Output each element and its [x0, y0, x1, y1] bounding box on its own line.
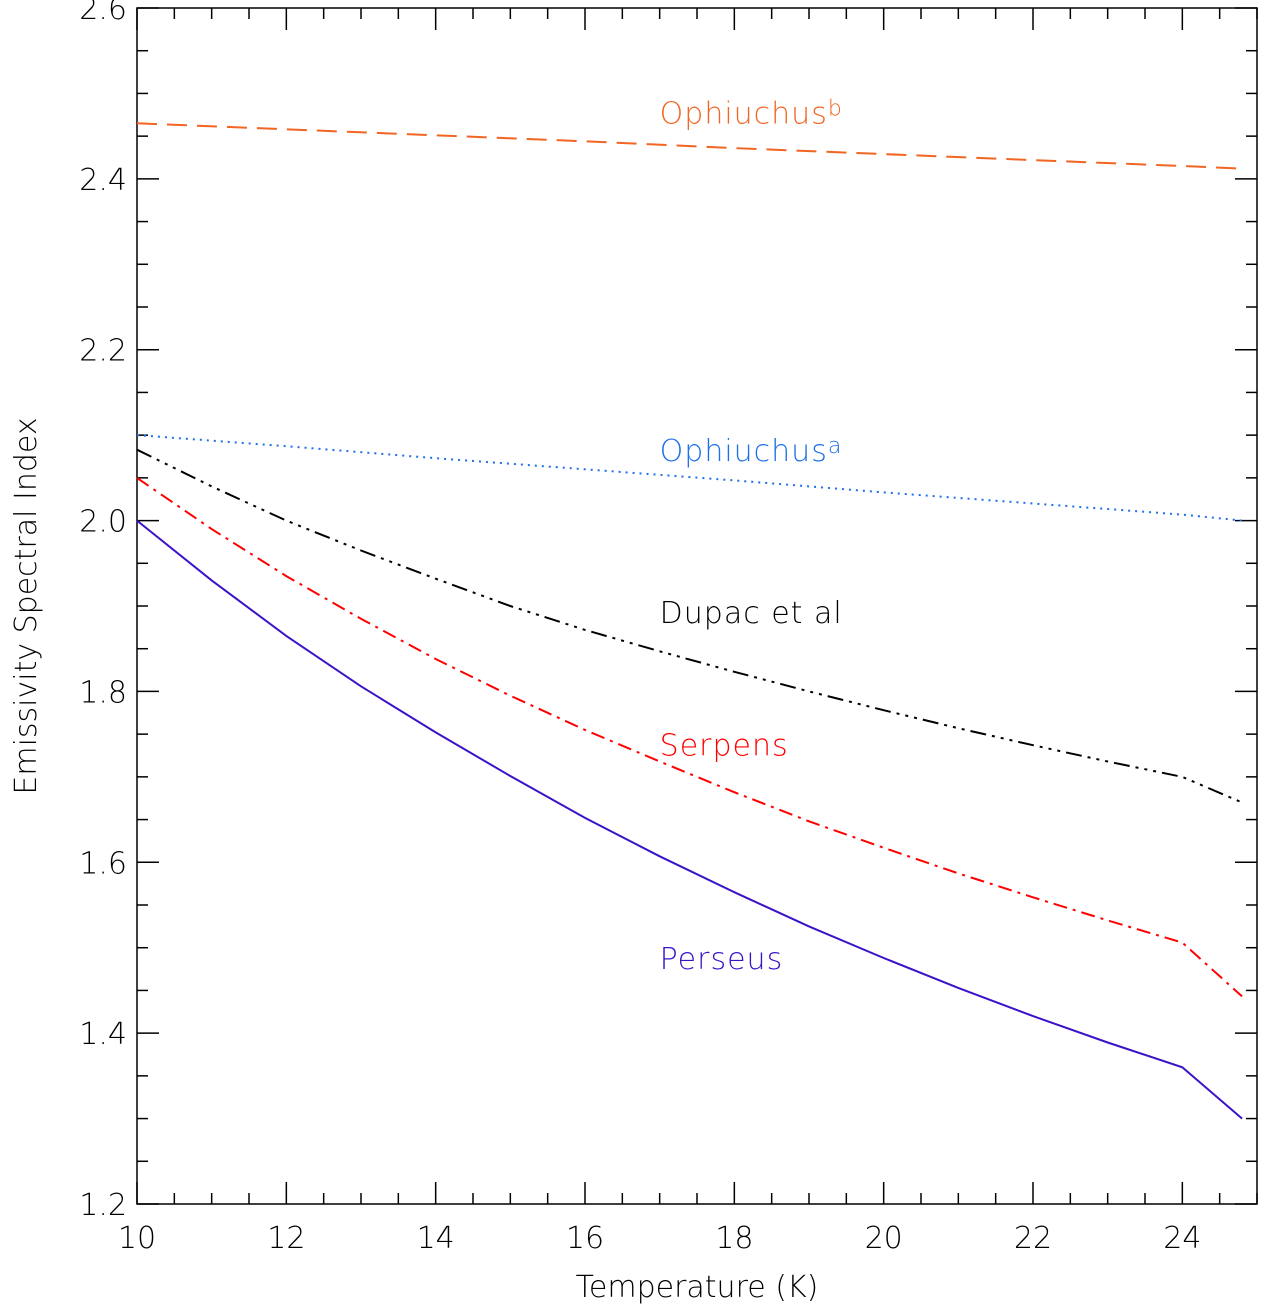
- x-tick-label: 12: [267, 1221, 305, 1256]
- series-line-0: [136, 122, 1243, 170]
- series-line-2: [136, 448, 1243, 804]
- y-tick-label: 1.8: [79, 675, 127, 710]
- series-label-3: Serpens: [660, 729, 789, 764]
- y-tick-label: 1.2: [79, 1188, 127, 1223]
- y-tick-labels: 1.2 1.4 1.6 1.8 2.0 2.2 2.4 2.6: [79, 0, 127, 1223]
- x-axis-title: Temperature (K): [576, 1270, 819, 1305]
- x-tick-label: 14: [417, 1221, 455, 1256]
- x-tick-labels: 10 12 14 16 18 20 22 24: [118, 1221, 1202, 1256]
- series-labels: Ophiuchusb Ophiuchusa Dupac et al Serpens Pe…: [660, 96, 843, 977]
- x-tick-label: 18: [715, 1221, 753, 1256]
- series-label-0: Ophiuchusb: [660, 96, 843, 131]
- x-tick-label: 10: [118, 1221, 156, 1256]
- series-label-4: Perseus: [660, 942, 784, 977]
- series-label-1: Ophiuchusa: [660, 434, 843, 469]
- series-lines: [136, 122, 1243, 1120]
- y-tick-label: 2.2: [79, 334, 127, 369]
- y-axis-title: Emissivity Spectral Index: [9, 417, 44, 794]
- x-tick-label: 16: [566, 1221, 604, 1256]
- x-tick-label: 20: [865, 1221, 903, 1256]
- y-tick-label: 2.6: [79, 0, 127, 27]
- x-tick-label: 22: [1014, 1221, 1052, 1256]
- y-tick-label: 1.4: [79, 1017, 127, 1052]
- series-line-4: [136, 519, 1243, 1120]
- y-tick-label: 2.4: [79, 163, 127, 198]
- y-tick-label: 1.6: [79, 846, 127, 881]
- series-label-2: Dupac et al: [660, 596, 843, 631]
- x-tick-label: 24: [1163, 1221, 1201, 1256]
- axis-ticks: [136, 7, 1258, 1205]
- y-tick-label: 2.0: [79, 505, 127, 540]
